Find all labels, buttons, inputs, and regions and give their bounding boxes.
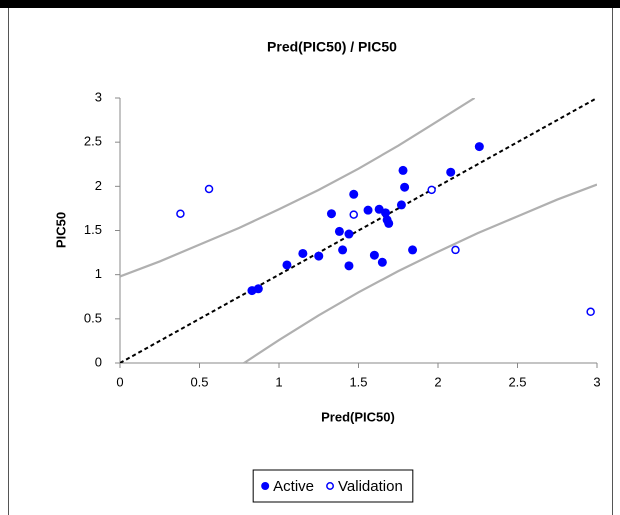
legend-marker: [326, 482, 334, 490]
data-point: [377, 257, 387, 267]
legend-label: Active: [273, 478, 314, 495]
x-axis-label: Pred(PIC50): [321, 409, 395, 424]
confidence-curve: [120, 98, 476, 278]
x-tick-label: 2: [434, 374, 441, 389]
x-tick-label: 1.5: [349, 374, 367, 389]
legend-marker: [261, 482, 270, 490]
data-point: [427, 185, 436, 195]
x-tick-label: 3: [593, 374, 600, 389]
data-point: [253, 284, 263, 294]
y-tick-label: 1: [95, 266, 102, 281]
y-tick-label: 1.5: [84, 222, 102, 237]
data-point: [586, 307, 595, 317]
x-tick-label: 1: [275, 374, 282, 389]
top-border: [0, 0, 620, 8]
data-point: [314, 251, 324, 261]
y-tick-label: 2.5: [84, 134, 102, 149]
data-point: [398, 165, 408, 175]
y-tick-label: 0.5: [84, 310, 102, 325]
legend: Active Validation: [252, 469, 414, 503]
data-point: [176, 209, 185, 218]
data-point: [282, 260, 292, 270]
data-point: [446, 167, 456, 177]
data-point: [400, 182, 410, 192]
data-point: [381, 208, 391, 218]
data-point: [334, 226, 344, 236]
data-point: [396, 200, 406, 210]
chart-title: Pred(PIC50) / PIC50: [267, 39, 397, 55]
confidence-curve: [243, 183, 597, 363]
data-point: [344, 261, 354, 271]
y-axis-label: PIC50: [53, 212, 68, 248]
y-tick-label: 2: [95, 178, 102, 193]
data-point: [326, 209, 336, 219]
data-point: [384, 218, 394, 228]
data-point: [369, 250, 379, 260]
data-point: [408, 245, 418, 255]
x-tick-label: 0.5: [190, 374, 208, 389]
data-point: [451, 245, 460, 255]
identity-line: [120, 98, 597, 363]
data-point: [204, 184, 214, 194]
data-point: [474, 142, 484, 152]
data-point: [363, 205, 373, 215]
x-tick-label: 0: [116, 374, 123, 389]
x-tick-label: 2.5: [508, 374, 526, 389]
data-point: [349, 210, 358, 219]
data-point: [298, 248, 308, 258]
data-point: [338, 245, 348, 255]
legend-label: Validation: [338, 478, 403, 495]
y-tick-label: 0: [95, 354, 102, 369]
data-point: [349, 189, 359, 199]
data-point: [344, 229, 354, 239]
y-tick-label: 3: [95, 89, 102, 104]
